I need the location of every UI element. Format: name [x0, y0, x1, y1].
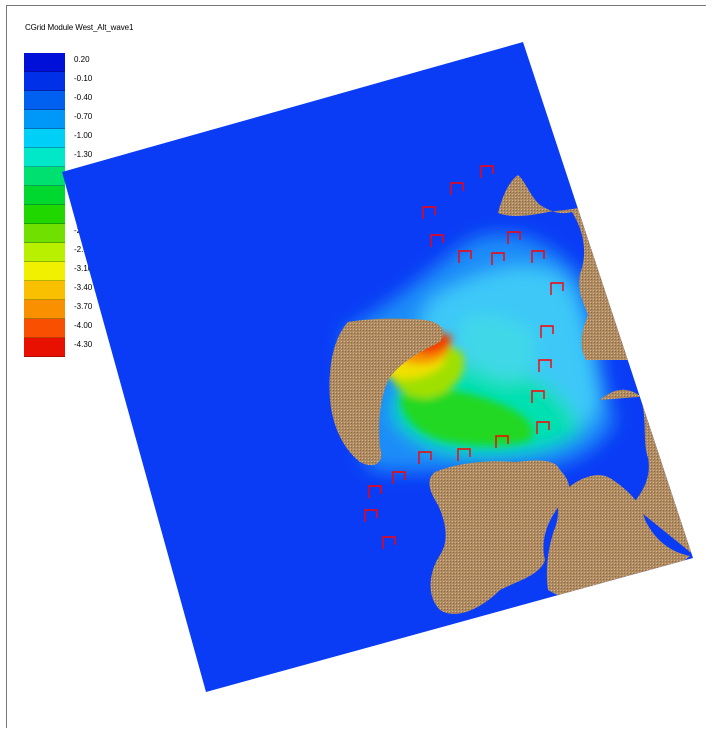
legend-label: -0.70 — [74, 112, 93, 121]
station-marker — [531, 250, 545, 263]
south-land-west — [429, 460, 570, 614]
legend-swatch — [24, 338, 65, 357]
map-viewport[interactable] — [6, 5, 706, 728]
legend-entry: -4.30 — [24, 338, 104, 357]
legend-entry: 0.20 — [24, 53, 104, 72]
station-marker — [430, 234, 444, 247]
map-title: CGrid Module West_Alt_wave1 — [25, 23, 134, 32]
legend-label: -1.30 — [74, 150, 93, 159]
legend-label: -0.40 — [74, 93, 93, 102]
island-landmass — [329, 318, 444, 466]
legend-swatch — [24, 319, 65, 338]
legend-label: 0.20 — [74, 55, 90, 64]
legend-swatch — [24, 110, 65, 129]
station-markers — [364, 165, 564, 549]
legend-label: -3.10 — [74, 264, 93, 273]
legend-swatch — [24, 91, 65, 110]
legend-swatch — [24, 205, 65, 224]
legend-label: -1.00 — [74, 131, 93, 140]
legend-swatch — [24, 281, 65, 300]
station-marker — [531, 390, 545, 403]
station-marker — [368, 485, 382, 498]
legend-label: -2.80 — [74, 245, 93, 254]
legend-swatch — [24, 186, 65, 205]
station-marker — [382, 536, 396, 549]
station-marker — [392, 471, 406, 484]
legend-swatch — [24, 224, 65, 243]
station-marker — [550, 282, 564, 295]
station-marker — [540, 325, 554, 338]
station-marker — [538, 359, 552, 372]
legend-entry: -1.30 — [24, 148, 104, 167]
station-marker — [495, 435, 509, 448]
legend-swatch — [24, 148, 65, 167]
legend-swatch — [24, 53, 65, 72]
station-marker — [364, 509, 378, 522]
legend-entry: -0.40 — [24, 91, 104, 110]
legend-label: -4.00 — [74, 321, 93, 330]
legend-swatch — [24, 72, 65, 91]
station-marker — [491, 252, 505, 265]
station-marker — [418, 451, 432, 464]
station-marker — [457, 448, 471, 461]
legend-swatch — [24, 262, 65, 281]
inlet-spit — [500, 520, 525, 560]
legend-swatch — [24, 129, 65, 148]
legend-entry: -4.00 — [24, 319, 104, 338]
color-legend: 0.20-0.10-0.40-0.70-1.00-1.30-1.60-1.90-… — [24, 53, 104, 357]
legend-swatch — [24, 300, 65, 319]
station-marker — [422, 206, 436, 219]
legend-swatch — [24, 243, 65, 262]
legend-entry: -3.70 — [24, 300, 104, 319]
legend-label: -4.30 — [74, 340, 93, 349]
legend-label: -3.70 — [74, 302, 93, 311]
station-marker — [458, 250, 472, 263]
legend-entry: -1.00 — [24, 129, 104, 148]
legend-entry: -0.70 — [24, 110, 104, 129]
legend-entry: -3.10 — [24, 262, 104, 281]
station-marker — [480, 165, 494, 178]
legend-label: -3.40 — [74, 283, 93, 292]
station-marker — [450, 182, 464, 195]
legend-label: -0.10 — [74, 74, 93, 83]
legend-swatch — [24, 167, 65, 186]
legend-entry: -2.80 — [24, 243, 104, 262]
station-marker — [507, 231, 521, 244]
legend-entry: -3.40 — [24, 281, 104, 300]
legend-entry: -0.10 — [24, 72, 104, 91]
station-marker — [536, 421, 550, 434]
